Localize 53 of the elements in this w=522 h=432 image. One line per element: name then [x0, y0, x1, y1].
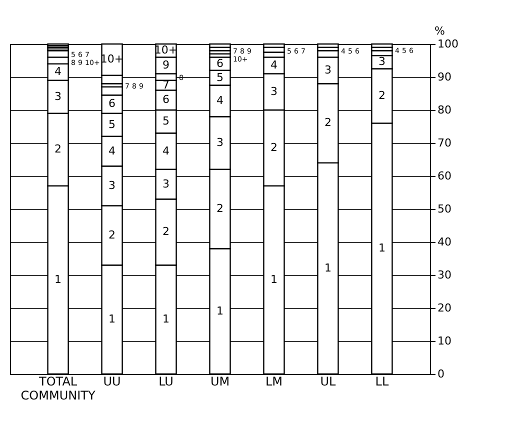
text: 3 — [270, 84, 278, 98]
text: 3 — [162, 177, 170, 190]
text: 2 — [162, 225, 170, 238]
series-label: 2 — [108, 228, 116, 242]
text: 2 — [216, 202, 224, 215]
text: 3 — [216, 136, 224, 149]
text: 4 — [162, 144, 170, 158]
text: 1 — [162, 312, 170, 326]
x-tick-label: LU — [158, 374, 174, 388]
y-tick-label: 100 — [438, 38, 458, 50]
text: 6 — [162, 93, 170, 106]
text: 3 — [324, 63, 332, 76]
y-tick-label: 30 — [438, 268, 452, 282]
y-tick-label: 50 — [438, 202, 452, 216]
x-tick-label: LL — [375, 374, 389, 388]
x-tick-label: UL — [320, 374, 336, 388]
series-label: 6 — [216, 56, 224, 70]
y-tick-label: 20 — [438, 302, 452, 314]
y-tick-label: 90 — [438, 70, 452, 84]
text: 6 — [108, 97, 116, 110]
series-label: 3 — [378, 55, 386, 68]
x-tick-label: LM — [265, 374, 283, 388]
x-tick-label: TOTAL COMMUNITY — [20, 374, 96, 402]
series-label: 4 — [54, 65, 62, 78]
series-label: 5 — [216, 70, 224, 84]
text: 3 — [54, 90, 62, 103]
text: 1 — [270, 272, 278, 286]
text: 4 — [270, 58, 278, 72]
text: 1 — [216, 304, 224, 318]
y-axis-title: % — [434, 24, 445, 38]
x-tick-label: UM — [210, 374, 230, 388]
text: 1 — [54, 272, 62, 286]
y-tick-label: 0 — [438, 368, 444, 380]
text: 2 — [378, 88, 386, 102]
text: 2 — [270, 140, 278, 154]
text: 5 — [108, 118, 116, 131]
series-label: 9 — [162, 58, 170, 72]
y-tick-label: 10 — [438, 334, 452, 348]
text: 4 — [216, 94, 224, 107]
text: 4 — [108, 144, 116, 158]
text: 2 — [54, 142, 62, 156]
text: 1 — [378, 242, 386, 255]
y-tick-label: 70 — [438, 136, 452, 150]
text: 1 — [324, 261, 332, 274]
y-tick-label: 60 — [438, 170, 452, 182]
text: 5 — [162, 114, 170, 128]
y-tick-label: 40 — [438, 236, 452, 248]
text: 3 — [108, 178, 116, 192]
text: 2 — [324, 116, 332, 130]
x-tick-label: UU — [103, 374, 121, 388]
series-label: 1 — [108, 312, 116, 326]
series-label: 7 — [162, 78, 170, 92]
y-tick-label: 80 — [438, 104, 452, 116]
